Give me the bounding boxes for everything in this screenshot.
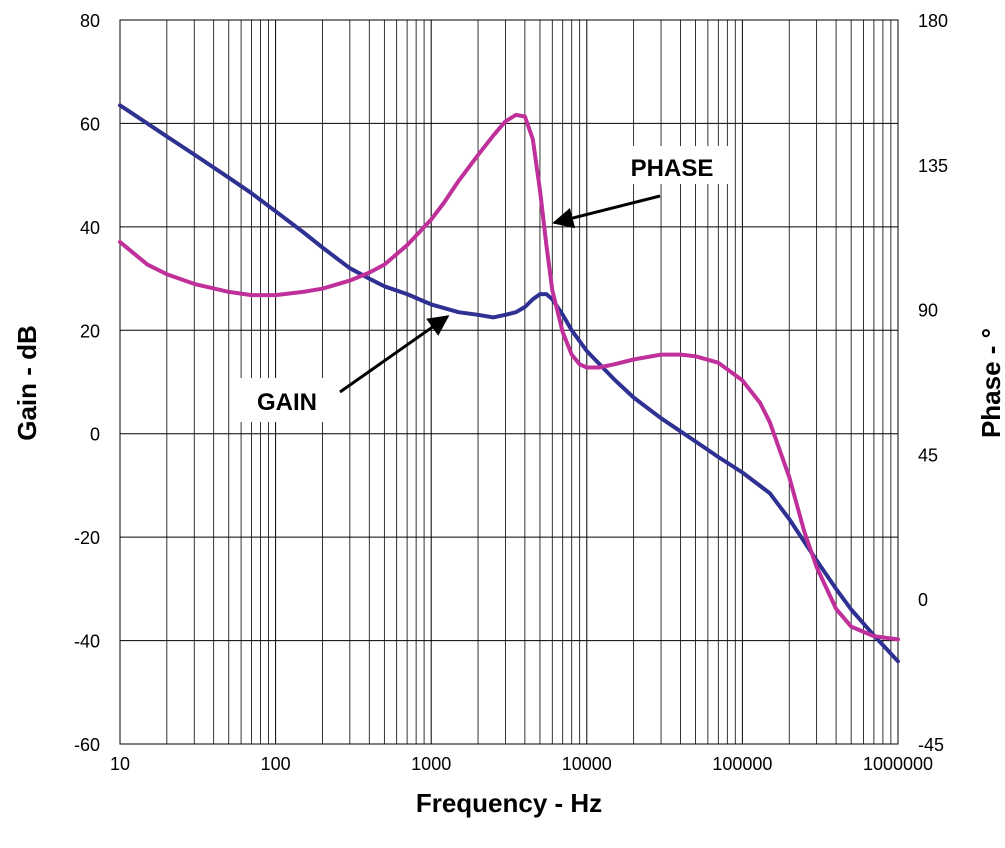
y-tick-label: 0	[90, 425, 100, 445]
gain-callout-arrow	[339, 315, 450, 394]
gain-callout-box	[230, 378, 348, 422]
y-tick-label: -20	[74, 528, 100, 548]
y-tick-label: 20	[80, 321, 100, 341]
x-tick-label: 10	[110, 754, 130, 774]
x-tick-label: 100	[261, 754, 291, 774]
y2-tick-label: 45	[918, 445, 938, 465]
phase-callout-arrow	[552, 194, 661, 229]
x-tick-label: 10000	[562, 754, 612, 774]
y2-tick-label: -45	[918, 735, 944, 755]
x-tick-label: 100000	[712, 754, 772, 774]
annotations: PHASE GAIN	[230, 146, 732, 422]
y-tick-label: 80	[80, 11, 100, 31]
y-tick-label: 60	[80, 114, 100, 134]
x-tick-labels: 10 100 1000 10000 100000 1000000	[110, 754, 933, 774]
series-layer	[118, 103, 900, 664]
gain-callout-label: GAIN	[257, 389, 317, 416]
y2-tick-label: 0	[918, 590, 928, 610]
phase-callout-box	[612, 146, 732, 184]
y2-axis-title: Phase - °	[976, 328, 1005, 438]
y-tick-label: -60	[74, 735, 100, 755]
y2-tick-labels: 180 135 90 45 0 -45	[918, 11, 948, 755]
y2-tick-label: 135	[918, 156, 948, 176]
x-axis-title: Frequency - Hz	[416, 788, 602, 818]
phase-series-line	[118, 112, 900, 642]
y-tick-labels: 80 60 40 20 0 -20 -40 -60	[74, 11, 100, 755]
x-tick-label: 1000000	[863, 754, 933, 774]
y-tick-label: -40	[74, 632, 100, 652]
plot-area-frame	[119, 19, 899, 745]
y2-tick-label: 90	[918, 301, 938, 321]
y-axis-title: Gain - dB	[12, 325, 42, 441]
minor-gridlines	[166, 20, 892, 744]
phase-callout-label: PHASE	[631, 155, 714, 182]
y-tick-label: 40	[80, 218, 100, 238]
x-tick-label: 1000	[411, 754, 451, 774]
gain-series-line	[118, 103, 900, 664]
y2-tick-label: 180	[918, 11, 948, 31]
